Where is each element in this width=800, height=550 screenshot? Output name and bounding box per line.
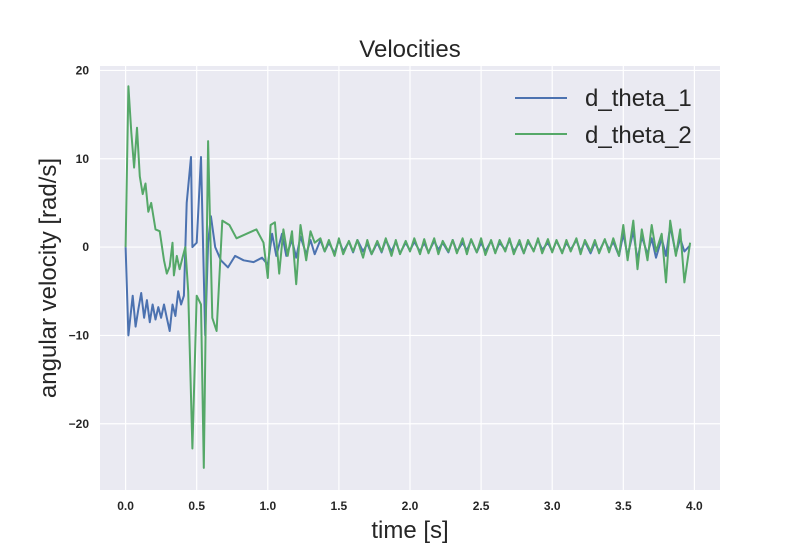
y-tick-label: −10 <box>69 328 90 342</box>
legend-label-d-theta-1: d_theta_1 <box>585 85 692 112</box>
series-line-d-theta-2 <box>124 85 692 469</box>
x-axis-label: time [s] <box>371 517 448 544</box>
x-tick-label: 1.0 <box>259 499 276 513</box>
y-tick-label: 0 <box>82 240 89 254</box>
legend: d_theta_1 d_theta_2 <box>515 85 692 149</box>
x-tick-label: 2.0 <box>402 499 419 513</box>
x-tick-label: 0.5 <box>188 499 205 513</box>
x-tick-label: 2.5 <box>473 499 490 513</box>
y-tick-label: 20 <box>76 63 90 77</box>
y-tick-label: −20 <box>69 417 90 431</box>
legend-label-d-theta-2: d_theta_2 <box>585 122 692 149</box>
x-tick-label: 0.0 <box>117 499 134 513</box>
x-tick-label: 4.0 <box>686 499 703 513</box>
x-tick-labels: 0.0 0.5 1.0 1.5 2.0 2.5 3.0 3.5 4.0 <box>117 499 703 513</box>
y-tick-label: 10 <box>76 152 90 166</box>
x-tick-label: 3.0 <box>544 499 561 513</box>
y-tick-labels: 20 10 0 −10 −20 <box>69 63 90 430</box>
chart-title: Velocities <box>359 36 460 63</box>
series-layer <box>124 85 692 469</box>
y-axis-label: angular velocity [rad/s] <box>35 158 62 398</box>
x-tick-label: 3.5 <box>615 499 632 513</box>
x-tick-label: 1.5 <box>331 499 348 513</box>
